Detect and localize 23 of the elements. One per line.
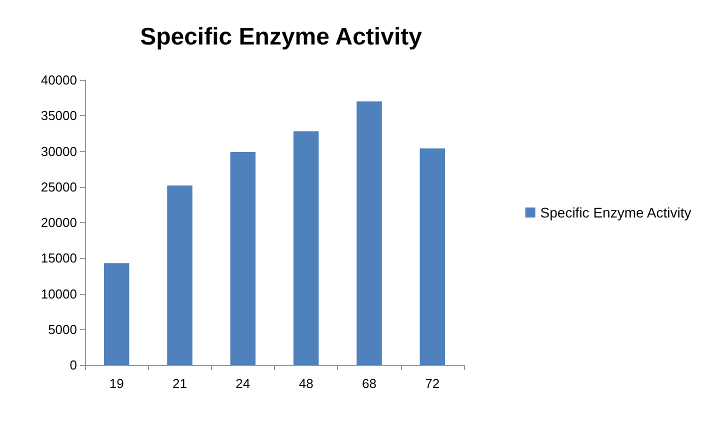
- y-tick-label: 15000: [40, 250, 77, 266]
- x-tick-label: 48: [298, 376, 314, 391]
- bar: [293, 131, 319, 365]
- y-tick-label: 5000: [48, 322, 77, 337]
- x-tick-label: 19: [109, 376, 124, 391]
- y-tick-label: 35000: [40, 108, 77, 124]
- legend-label: Specific Enzyme Activity: [540, 204, 692, 220]
- x-tick-label: 72: [425, 376, 440, 391]
- chart-title: Specific Enzyme Activity: [140, 24, 423, 50]
- y-tick-label: 40000: [40, 72, 77, 88]
- bar: [420, 148, 446, 365]
- bar: [356, 101, 382, 365]
- y-tick-label: 20000: [40, 215, 77, 230]
- y-tick-label: 0: [70, 358, 77, 372]
- x-tick-label: 68: [362, 376, 376, 391]
- bar: [230, 152, 256, 365]
- bar: [167, 185, 192, 365]
- y-tick-label: 10000: [40, 286, 77, 302]
- bar: [104, 263, 130, 365]
- y-tick-label: 30000: [40, 144, 77, 159]
- x-tick-label: 24: [236, 376, 250, 391]
- y-tick-label: 25000: [40, 179, 77, 194]
- x-tick-label: 21: [172, 376, 187, 391]
